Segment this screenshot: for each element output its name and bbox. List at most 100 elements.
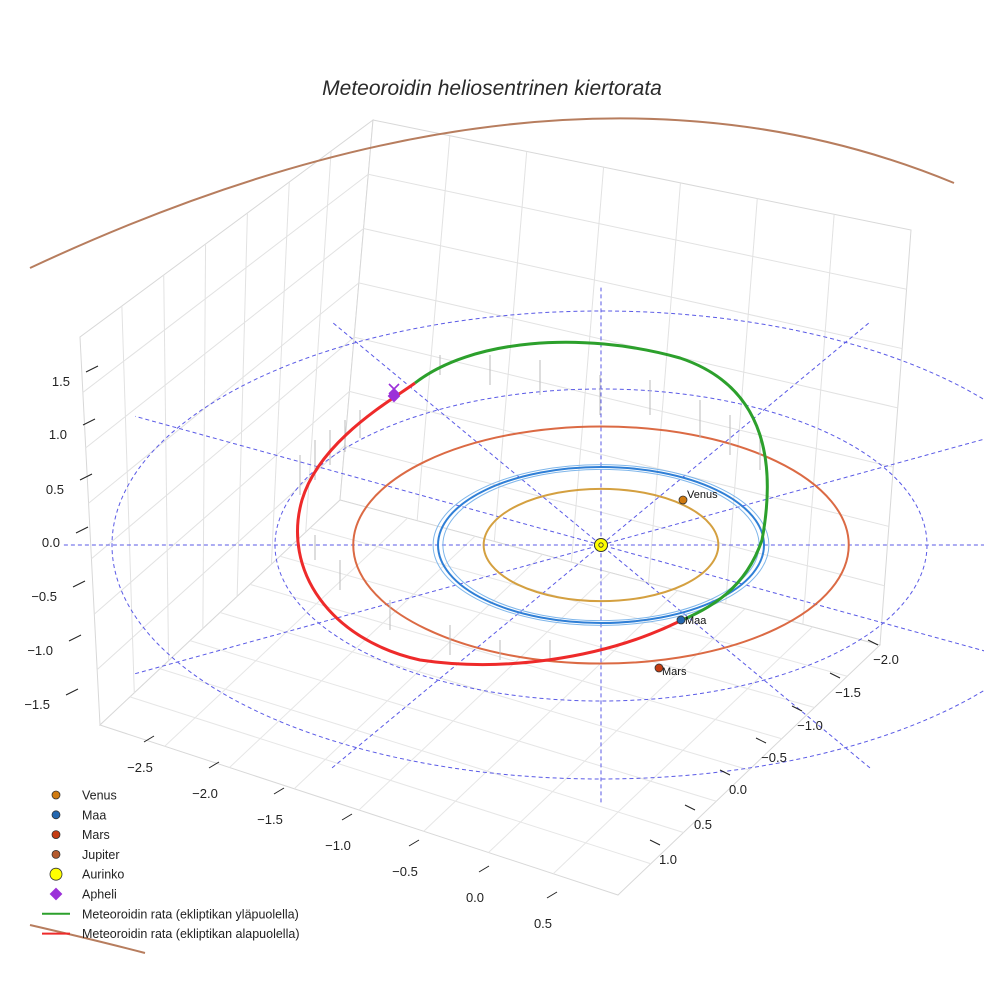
legend-label: Apheli xyxy=(82,888,117,902)
x-tick-label: 0.5 xyxy=(534,916,552,931)
z-tick-label: 0.5 xyxy=(46,482,64,497)
x-tick-label: −2.0 xyxy=(192,786,218,801)
back-pane-gridline xyxy=(648,182,681,583)
x-axis-ticks: −2.5 −2.0 −1.5 −1.0 −0.5 0.0 0.5 xyxy=(127,735,558,931)
x-tick-mark xyxy=(341,813,353,821)
horizontal-gridline xyxy=(93,390,889,615)
aphelion-diamond xyxy=(387,389,401,403)
meteoroid-orbit-below-ecliptic xyxy=(296,381,679,666)
legend-item: Meteoroidin rata (ekliptikan alapuolella… xyxy=(42,927,299,941)
legend-item: Venus xyxy=(51,789,117,803)
legend-item: Meteoroidin rata (ekliptikan yläpuolella… xyxy=(42,907,299,921)
y-tick-label: 0.0 xyxy=(729,782,747,797)
orbit-venus xyxy=(482,487,720,603)
orbit-mars xyxy=(352,425,850,665)
x-tick-label: −1.0 xyxy=(325,838,351,853)
orbit-maa xyxy=(437,466,765,624)
jupiter-orbit-arc-bottom xyxy=(29,924,146,954)
earth-position: Maa xyxy=(676,615,707,627)
z-tick-label: 0.0 xyxy=(42,535,60,550)
z-tick-mark xyxy=(75,526,89,534)
venus-position: Venus xyxy=(678,489,718,505)
legend-dot xyxy=(51,810,61,820)
legend-item: Mars xyxy=(51,828,110,842)
z-tick-label: −0.5 xyxy=(31,589,57,604)
x-tick-label: −1.5 xyxy=(257,812,283,827)
mars-position: Mars xyxy=(654,663,687,678)
y-tick-label: −2.0 xyxy=(873,652,899,667)
z-tick-mark xyxy=(79,473,93,481)
y-tick-mark xyxy=(867,639,879,646)
back-pane-gridline xyxy=(570,167,605,563)
reference-spoke xyxy=(331,321,871,769)
horizontal-gridline xyxy=(82,173,907,393)
aphelion-x-marker xyxy=(388,383,400,395)
legend-label: Jupiter xyxy=(82,848,120,862)
z-tick-label: 1.0 xyxy=(49,427,67,442)
z-tick-mark xyxy=(82,418,96,426)
orbit-earth-halo xyxy=(432,464,770,626)
left-pane-gridline xyxy=(236,212,248,597)
x-tick-mark xyxy=(273,787,285,795)
z-tick-label: −1.0 xyxy=(27,643,53,658)
y-tick-label: −0.5 xyxy=(761,750,787,765)
left-pane-gridline xyxy=(202,243,207,629)
legend-dot xyxy=(51,790,61,800)
x-tick-mark xyxy=(478,865,490,873)
legend-item: Jupiter xyxy=(51,848,120,862)
z-tick-mark xyxy=(68,634,82,642)
sun-marker xyxy=(594,538,608,552)
legend-label: Meteoroidin rata (ekliptikan alapuolella… xyxy=(82,927,299,941)
y-tick-label: −1.5 xyxy=(835,685,861,700)
jupiter-orbit-arc-top xyxy=(29,117,955,269)
z-tick-mark xyxy=(72,580,86,588)
legend-label: Mars xyxy=(82,828,110,842)
legend-item: Aurinko xyxy=(49,868,124,882)
y-tick-mark xyxy=(684,804,696,811)
horizontal-gridline xyxy=(91,336,894,560)
z-axis-ticks: 1.5 1.0 0.5 0.0 −0.5 −1.0 −1.5 xyxy=(24,365,99,712)
y-axis-ticks: −2.0 −1.5 −1.0 −0.5 0.0 0.5 1.0 xyxy=(649,639,899,867)
axis-panes xyxy=(79,118,912,896)
x-tick-label: −0.5 xyxy=(392,864,418,879)
back-pane-gridline xyxy=(416,135,451,521)
legend-item: Apheli xyxy=(49,887,117,902)
left-pane-gridline xyxy=(163,274,170,661)
legend-dot xyxy=(51,850,61,859)
z-tick-label: 1.5 xyxy=(52,374,70,389)
legend-label: Venus xyxy=(82,789,117,803)
floor-gridline xyxy=(279,555,815,708)
floor-gridline xyxy=(423,590,678,832)
meteoroid-droplines xyxy=(299,355,761,660)
z-tick-label: −1.5 xyxy=(24,697,50,712)
floor-gridline xyxy=(552,626,813,875)
legend-item: Maa xyxy=(51,808,106,822)
y-tick-mark xyxy=(829,672,841,679)
legend-diamond xyxy=(49,887,63,901)
floor-gridline xyxy=(219,612,750,771)
legend-label: Aurinko xyxy=(82,868,124,882)
z-tick-mark xyxy=(65,688,79,696)
reference-spoke xyxy=(331,321,871,769)
x-tick-mark xyxy=(208,761,220,769)
y-tick-mark xyxy=(719,769,731,776)
x-tick-mark xyxy=(408,839,420,847)
x-tick-label: −2.5 xyxy=(127,760,153,775)
floor-gridline xyxy=(309,527,848,677)
y-tick-mark xyxy=(649,839,661,846)
y-tick-label: 0.5 xyxy=(694,817,712,832)
chart-title: Meteoroidin heliosentrinen kiertorata xyxy=(322,77,662,100)
z-tick-mark xyxy=(85,365,99,373)
venus-label: Venus xyxy=(687,489,718,501)
y-tick-label: 1.0 xyxy=(659,852,677,867)
earth-label: Maa xyxy=(685,615,707,627)
back-pane-gridline xyxy=(802,214,835,625)
x-tick-mark xyxy=(546,891,558,899)
legend-dot xyxy=(51,830,61,839)
y-tick-mark xyxy=(791,705,803,712)
aphelion-marker xyxy=(387,383,401,403)
left-pane-gridline xyxy=(121,305,135,693)
x-tick-mark xyxy=(143,735,155,743)
legend-label: Maa xyxy=(82,808,106,822)
